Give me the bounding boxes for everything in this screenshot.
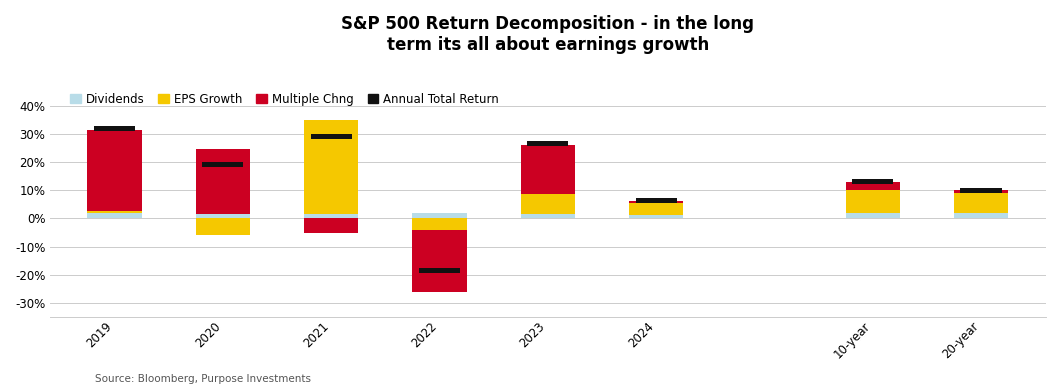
Bar: [196, 214, 250, 218]
Bar: [846, 182, 900, 190]
Bar: [629, 201, 683, 203]
FancyBboxPatch shape: [852, 179, 893, 184]
Bar: [305, 218, 359, 232]
Bar: [629, 203, 683, 215]
Bar: [196, 218, 250, 236]
Bar: [954, 213, 1008, 218]
FancyBboxPatch shape: [203, 162, 243, 167]
Bar: [521, 194, 575, 214]
Bar: [87, 213, 141, 218]
Bar: [87, 211, 141, 213]
Bar: [846, 190, 900, 213]
FancyBboxPatch shape: [94, 126, 135, 131]
Bar: [305, 214, 359, 218]
Title: S&P 500 Return Decomposition - in the long
term its all about earnings growth: S&P 500 Return Decomposition - in the lo…: [342, 15, 754, 54]
Bar: [413, 218, 467, 230]
Bar: [305, 120, 359, 214]
FancyBboxPatch shape: [311, 134, 352, 139]
Bar: [521, 145, 575, 194]
Bar: [846, 213, 900, 218]
Bar: [196, 149, 250, 214]
Bar: [87, 130, 141, 211]
FancyBboxPatch shape: [527, 141, 569, 146]
FancyBboxPatch shape: [636, 197, 677, 203]
Bar: [521, 214, 575, 218]
Text: Source: Bloomberg, Purpose Investments: Source: Bloomberg, Purpose Investments: [95, 374, 312, 384]
Bar: [413, 213, 467, 218]
FancyBboxPatch shape: [419, 268, 460, 273]
FancyBboxPatch shape: [960, 188, 1002, 193]
Bar: [413, 230, 467, 292]
Bar: [954, 190, 1008, 193]
Bar: [629, 215, 683, 218]
Legend: Dividends, EPS Growth, Multiple Chng, Annual Total Return: Dividends, EPS Growth, Multiple Chng, An…: [66, 88, 503, 111]
Bar: [954, 193, 1008, 213]
